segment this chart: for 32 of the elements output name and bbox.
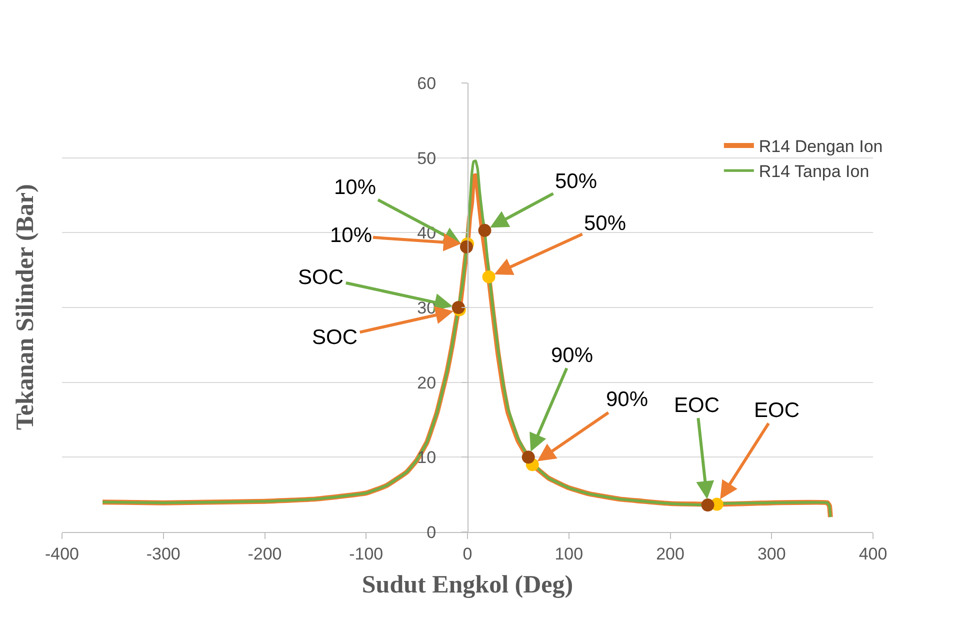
x-tick-label: -100	[349, 544, 384, 564]
x-tick-label: 100	[554, 544, 584, 564]
point	[522, 450, 535, 464]
x-tick-label: -400	[44, 544, 80, 564]
x-axis-title: Sudut Engkol (Deg)	[362, 571, 574, 598]
x-tick-label: 400	[858, 544, 888, 564]
legend-label: R14 Tanpa Ion	[758, 162, 870, 182]
annotation: 10%	[334, 176, 376, 199]
annotation: 90%	[551, 344, 594, 367]
legend-label: R14 Dengan Ion	[758, 137, 883, 156]
annotation: 50%	[555, 170, 598, 193]
annotation: SOC	[312, 326, 358, 349]
y-axis-title: Tekanan Silinder (Bar)	[12, 184, 40, 430]
annotation: EOC	[674, 394, 720, 417]
y-tick-label: 50	[417, 148, 436, 168]
y-tick-label: 0	[426, 522, 436, 542]
x-tick-label: 200	[656, 544, 684, 564]
point	[478, 224, 492, 237]
annotation: 90%	[606, 388, 648, 411]
x-tick-label: 300	[757, 544, 786, 564]
x-tick-label: -300	[146, 544, 180, 564]
annotation: SOC	[298, 266, 344, 289]
y-tick-label: 60	[417, 74, 436, 93]
annotation: 10%	[330, 224, 372, 247]
point	[460, 240, 473, 254]
point	[482, 270, 496, 284]
y-tick-label: 20	[417, 373, 436, 392]
annotation: 50%	[584, 212, 626, 235]
x-tick-label: 0	[462, 544, 472, 564]
point	[701, 498, 714, 512]
annotation: EOC	[754, 399, 800, 422]
x-tick-label: -200	[248, 544, 282, 564]
